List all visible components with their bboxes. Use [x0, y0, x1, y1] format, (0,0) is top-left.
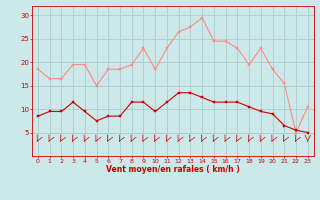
- X-axis label: Vent moyen/en rafales ( km/h ): Vent moyen/en rafales ( km/h ): [106, 165, 240, 174]
